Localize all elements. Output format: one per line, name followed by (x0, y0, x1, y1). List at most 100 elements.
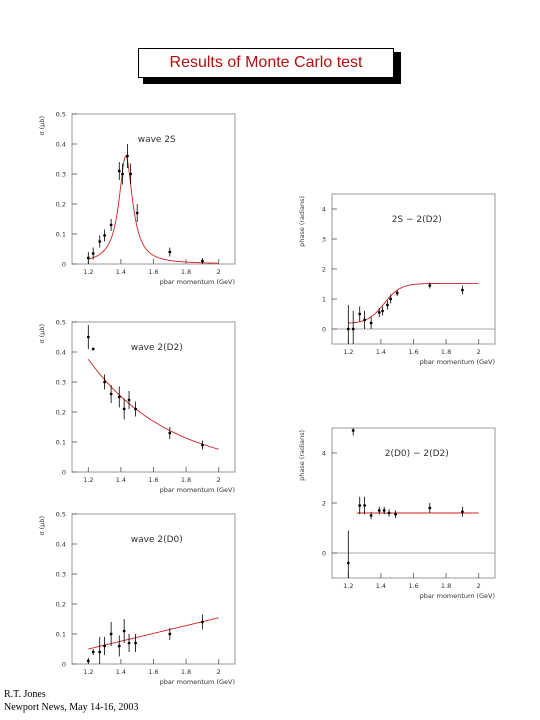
fit-curve (87, 359, 219, 450)
data-point (121, 172, 124, 176)
data-point (386, 303, 389, 307)
y-axis-label: phase (radians) (298, 430, 306, 481)
data-point (127, 641, 131, 645)
y-tick-label: 0.1 (56, 231, 66, 239)
y-tick-label: 0.2 (56, 201, 66, 209)
data-point (428, 284, 432, 287)
y-tick-label: 0 (62, 661, 66, 669)
y-tick-label: 0.3 (56, 171, 66, 179)
x-tick-label: 2 (217, 476, 221, 484)
y-tick-label: 0.2 (56, 601, 66, 609)
data-point (98, 240, 102, 243)
y-tick-label: 0.5 (56, 111, 66, 119)
y-tick-label: 4 (322, 206, 326, 214)
y-tick-label: 4 (322, 450, 326, 458)
data-point (201, 259, 204, 263)
x-tick-label: 2 (477, 348, 481, 356)
x-tick-label: 1.4 (116, 268, 126, 276)
data-point (135, 211, 139, 215)
data-point (134, 641, 137, 645)
plot-annotation: wave 2(D2) (131, 343, 183, 353)
data-point (91, 650, 95, 654)
x-tick-label: 1.4 (376, 348, 386, 356)
data-point (377, 311, 381, 314)
plot-annotation: wave 2S (138, 135, 176, 145)
y-axis-label: σ (μb) (38, 116, 46, 136)
x-tick-label: 1.2 (83, 268, 93, 276)
data-point (117, 395, 121, 399)
data-point (117, 169, 121, 173)
y-tick-label: 1 (322, 296, 326, 304)
x-tick-label: 1.4 (116, 668, 126, 676)
y-tick-label: 2 (322, 500, 326, 508)
y-tick-label: 0 (322, 326, 326, 334)
plot-annotation: 2(D0) − 2(D2) (385, 449, 449, 459)
y-tick-label: 0.2 (56, 409, 66, 417)
y-tick-label: 0.1 (56, 439, 66, 447)
data-point (382, 509, 386, 512)
data-point (103, 234, 106, 237)
data-point (381, 309, 384, 313)
data-point (168, 632, 172, 636)
x-tick-label: 1.8 (441, 348, 451, 356)
title-box: Results of Monte Carlo test (138, 48, 394, 78)
data-point (126, 154, 129, 158)
data-point (363, 318, 366, 322)
y-tick-label: 0.4 (56, 349, 66, 357)
data-point (351, 429, 355, 432)
data-point (358, 312, 362, 316)
data-point (117, 644, 121, 648)
x-tick-label: 1.8 (181, 268, 191, 276)
chart-wave-2d2: 1.2 1.4 1.6 1.8 2 0 0.1 0.2 0.3 0.4 0.5 pbar moment… (38, 319, 236, 494)
y-tick-label: 0.3 (56, 379, 66, 387)
x-tick-label: 1.2 (343, 582, 353, 590)
data-point (109, 223, 113, 227)
data-point (122, 407, 126, 411)
y-tick-label: 0.4 (56, 141, 66, 149)
plot-annotation: wave 2(D0) (131, 535, 183, 545)
y-tick-label: 3 (322, 236, 326, 244)
data-point (351, 327, 355, 331)
x-tick-label: 2 (217, 668, 221, 676)
x-tick-label: 1.2 (343, 348, 353, 356)
x-axis-label: pbar momentum (GeV) (160, 678, 235, 686)
x-tick-label: 1.4 (116, 476, 126, 484)
footer-author: R.T. Jones (4, 689, 46, 700)
x-tick-label: 1.8 (181, 668, 191, 676)
data-point (201, 443, 204, 447)
y-tick-label: 0 (62, 261, 66, 269)
data-point (168, 431, 172, 435)
y-tick-label: 2 (322, 266, 326, 274)
data-point (122, 629, 126, 633)
data-point (461, 288, 464, 292)
data-point (91, 252, 95, 255)
data-point (346, 561, 350, 565)
data-point (129, 172, 133, 176)
x-tick-label: 1.6 (148, 476, 158, 484)
x-axis-label: pbar momentum (GeV) (420, 358, 495, 366)
x-tick-label: 1.8 (181, 476, 191, 484)
data-point (86, 256, 90, 260)
data-point (103, 380, 106, 384)
page-title: Results of Monte Carlo test (169, 54, 363, 71)
x-axis-label: pbar momentum (GeV) (160, 278, 235, 286)
y-tick-label: 0 (322, 550, 326, 558)
data-point (369, 514, 373, 517)
data-point (86, 659, 90, 663)
x-axis-label: pbar momentum (GeV) (160, 486, 235, 494)
fit-curve (88, 155, 219, 264)
data-point (369, 321, 373, 325)
x-axis-label: pbar momentum (GeV) (420, 592, 495, 600)
y-tick-label: 0 (62, 469, 66, 477)
data-point (109, 392, 113, 396)
x-tick-label: 1.6 (148, 668, 158, 676)
data-point (363, 504, 366, 507)
data-point (127, 398, 131, 402)
y-tick-label: 0.5 (56, 319, 66, 327)
footer-event: Newport News, May 14-16, 2003 (4, 702, 139, 713)
data-point (387, 511, 391, 515)
x-tick-label: 1.6 (408, 582, 418, 590)
y-axis-label: σ (μb) (38, 516, 46, 536)
data-point (86, 335, 90, 339)
chart-wave-2d0: 1.2 1.4 1.6 1.8 2 0 0.1 0.2 0.3 0.4 0.5 pbar moment… (38, 511, 236, 686)
